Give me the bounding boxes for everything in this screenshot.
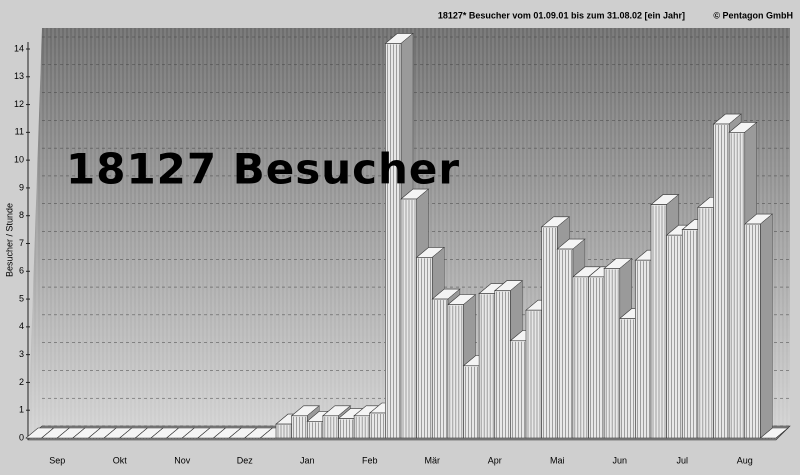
y-tick-label: 4: [19, 321, 24, 331]
y-tick-label: 3: [19, 349, 24, 359]
y-tick-label: 13: [14, 71, 24, 81]
chart-title: 18127* Besucher vom 01.09.01 bis zum 31.…: [438, 10, 685, 20]
x-tick-label: Dez: [237, 455, 254, 465]
x-tick-label: Mär: [425, 455, 441, 465]
x-tick-label: Jan: [300, 455, 315, 465]
x-tick-label: Nov: [174, 455, 191, 465]
y-tick-label: 1: [19, 405, 24, 415]
y-tick-label: 6: [19, 266, 24, 276]
y-tick-label: 12: [14, 99, 24, 109]
annotation: 18127 Besucher: [66, 145, 460, 194]
y-tick-label: 14: [14, 43, 24, 53]
x-tick-label: Aug: [737, 455, 753, 465]
y-tick-label: 5: [19, 293, 24, 303]
x-tick-label: Jul: [676, 455, 688, 465]
x-tick-label: Feb: [362, 455, 378, 465]
y-axis-label: Besucher / Stunde: [4, 203, 14, 277]
x-tick-label: Apr: [488, 455, 502, 465]
bar-side: [775, 427, 789, 439]
y-tick-label: 9: [19, 182, 24, 192]
x-tick-label: Okt: [113, 455, 128, 465]
y-tick-label: 11: [15, 127, 24, 137]
x-tick-label: Jun: [612, 455, 627, 465]
y-tick-label: 10: [14, 155, 24, 165]
x-tick-label: Mai: [550, 455, 565, 465]
copyright: © Pentagon GmbH: [713, 10, 793, 20]
y-tick-label: 2: [19, 377, 24, 387]
y-tick-label: 8: [19, 210, 24, 220]
bar-side: [760, 213, 773, 439]
y-tick-label: 0: [19, 432, 24, 442]
x-tick-label: Sep: [49, 455, 65, 465]
y-tick-label: 7: [19, 238, 24, 248]
